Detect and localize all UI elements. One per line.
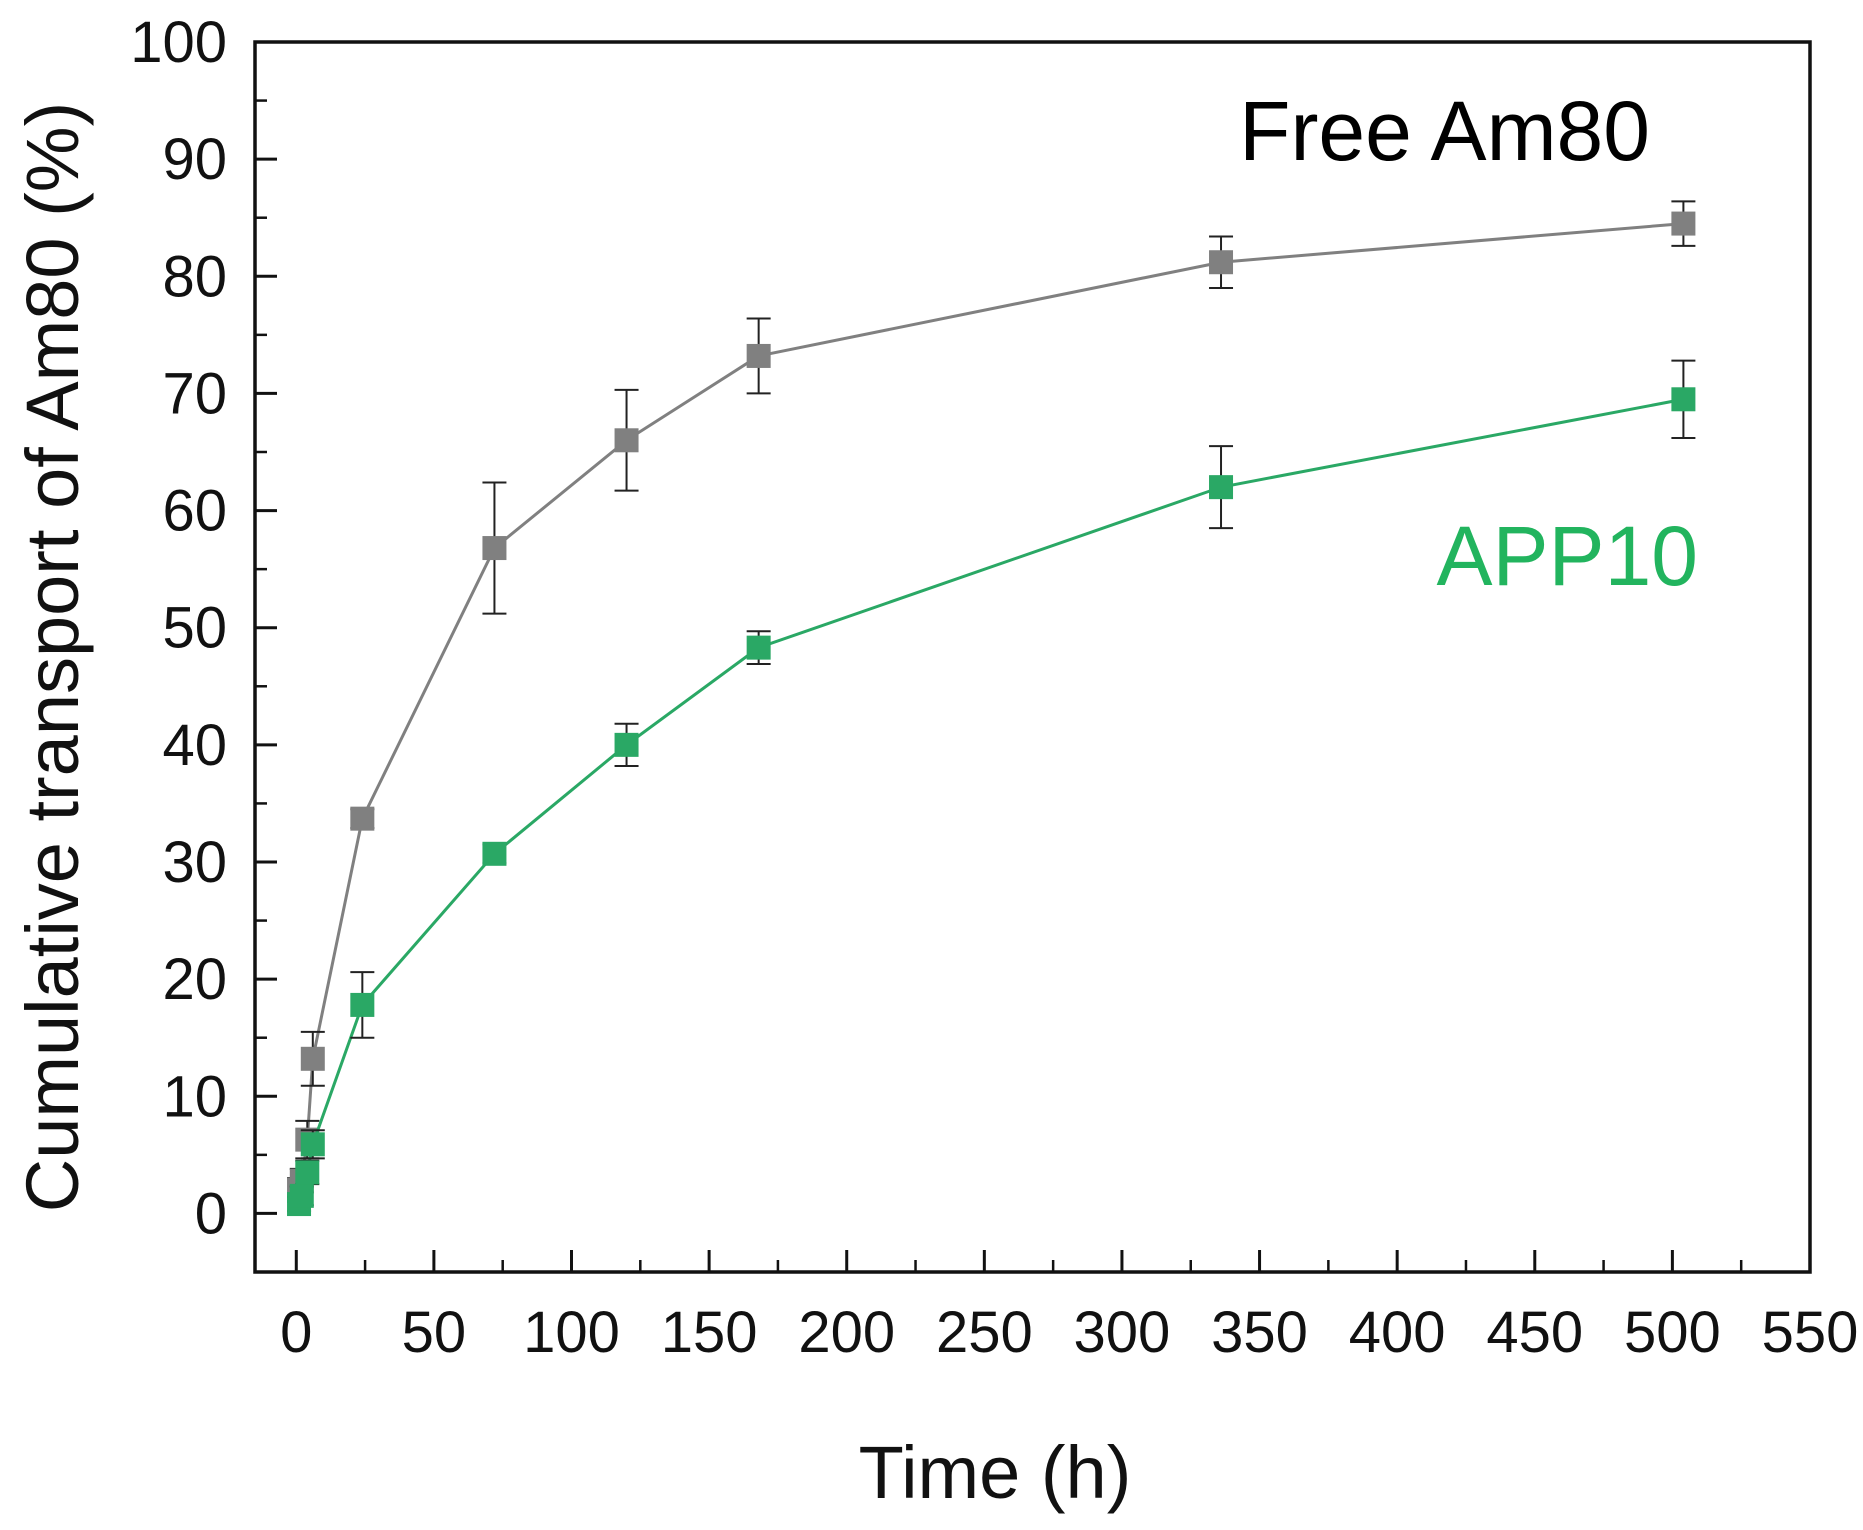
data-point — [746, 343, 771, 368]
y-tick-label: 50 — [162, 596, 227, 661]
y-tick-label: 70 — [162, 361, 227, 426]
data-point — [1209, 475, 1234, 500]
x-tick-label: 0 — [280, 1300, 312, 1365]
data-point — [614, 732, 639, 757]
data-point — [350, 806, 375, 831]
x-tick-label: 500 — [1624, 1300, 1721, 1365]
x-tick-label: 350 — [1211, 1300, 1308, 1365]
x-tick-label: 450 — [1486, 1300, 1583, 1365]
x-tick-label: 150 — [661, 1300, 758, 1365]
data-point — [289, 1183, 314, 1208]
x-tick-label: 250 — [936, 1300, 1033, 1365]
y-tick-label: 10 — [162, 1064, 227, 1129]
data-point — [1671, 387, 1696, 412]
y-axis-title: Cumulative transport of Am80 (%) — [11, 102, 94, 1212]
data-point — [350, 992, 375, 1017]
data-point — [482, 536, 507, 561]
axis-ticks — [255, 40, 1812, 1272]
x-tick-label: 300 — [1074, 1300, 1171, 1365]
y-tick-label: 90 — [162, 127, 227, 192]
data-point — [614, 428, 639, 453]
x-tick-label: 200 — [798, 1300, 895, 1365]
y-tick-label: 30 — [162, 830, 227, 895]
y-tick-label: 0 — [195, 1181, 227, 1246]
y-tick-label: 80 — [162, 244, 227, 309]
data-point — [482, 841, 507, 866]
data-point — [300, 1046, 325, 1071]
x-axis-title: Time (h) — [859, 1431, 1132, 1514]
x-tick-label: 550 — [1762, 1300, 1859, 1365]
series-app10 — [287, 359, 1696, 1217]
series-label-app10: APP10 — [1436, 509, 1698, 603]
data-point — [300, 1132, 325, 1157]
y-tick-label: 60 — [162, 479, 227, 544]
data-point — [1671, 211, 1696, 236]
data-point — [1209, 250, 1234, 275]
y-tick-labels: 0 10 20 30 40 50 60 70 80 90 100 — [130, 10, 227, 1246]
x-tick-label: 50 — [402, 1300, 467, 1365]
y-tick-label: 20 — [162, 947, 227, 1012]
data-point — [295, 1160, 320, 1185]
y-tick-label: 40 — [162, 713, 227, 778]
data-point — [746, 635, 771, 660]
x-tick-labels: 0 50 100 150 200 250 300 350 400 450 500 550 — [280, 1300, 1858, 1365]
series-label-free-am80: Free Am80 — [1239, 84, 1650, 178]
x-tick-label: 400 — [1349, 1300, 1446, 1365]
x-tick-label: 100 — [523, 1300, 620, 1365]
plot-frame — [253, 40, 1812, 1274]
y-tick-label: 100 — [130, 10, 227, 75]
series-layer — [287, 200, 1696, 1217]
